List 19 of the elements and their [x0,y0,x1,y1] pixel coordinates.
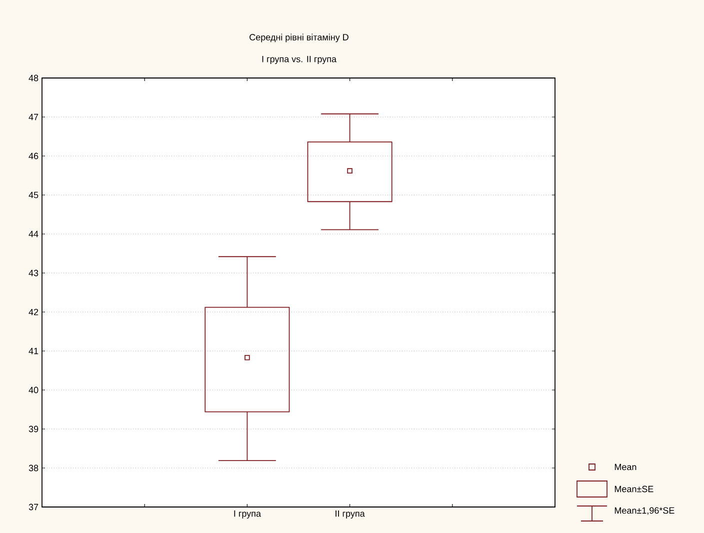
y-tick-label: 37 [28,504,38,510]
y-tick-label: 41 [28,348,38,354]
y-tick-label: 39 [28,426,38,432]
y-tick-label: 45 [28,192,38,198]
x-tick-label: I група [234,510,261,519]
y-tick-label: 44 [28,230,38,238]
chart-title: Середні рівні вітаміну D [250,34,348,42]
y-tick-label: 42 [28,308,38,316]
y-tick-label: 43 [28,270,38,276]
y-tick-label: 47 [28,114,38,120]
y-tick-label: 38 [28,464,38,472]
chart-subtitle: I група vs. II група [262,56,337,64]
text: Mean±1,96*SE [614,507,674,515]
y-tick-label: 40 [28,386,38,394]
text: Mean±SE [614,486,654,492]
text: Mean [614,464,636,470]
y-tick-label: 46 [28,152,38,160]
x-tick-label: II група [336,510,365,519]
y-tick-label: 48 [28,74,38,82]
